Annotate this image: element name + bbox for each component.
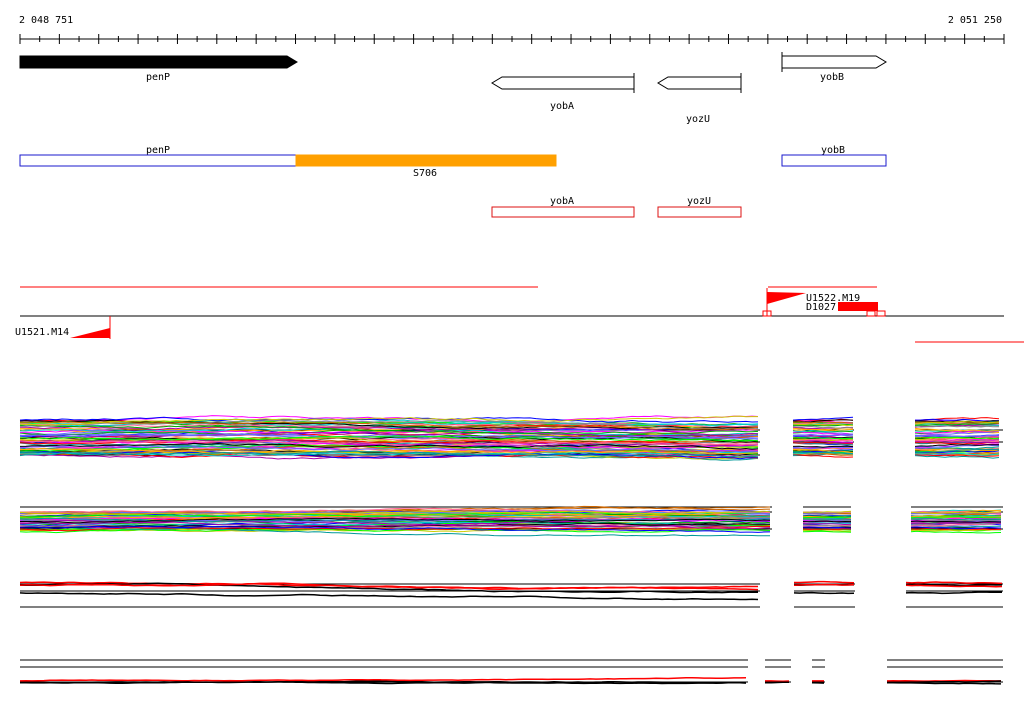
feature-yobA-box[interactable] [491, 206, 635, 218]
feature-yozU-label: yozU [687, 196, 711, 207]
gene-yobA-label: yobA [550, 101, 574, 112]
expression-profile-line [19, 510, 1002, 515]
expression-profile-line [19, 438, 1000, 447]
gene-yozU[interactable]: yozU [657, 73, 742, 125]
coordinate-ruler: 2 048 751 2 051 250 [19, 15, 1005, 44]
ruler-end-label: 2 051 250 [948, 15, 1002, 26]
marker-U1521-M14[interactable]: U1521.M14 [15, 316, 111, 339]
ruler-start-label: 2 048 751 [19, 15, 73, 26]
expression-track-2 [19, 505, 1003, 537]
expression-profile-line [19, 415, 1000, 427]
expression-profile-line [19, 591, 1002, 601]
marker-tick-box-3 [876, 310, 886, 317]
feature-yobB-box[interactable] [781, 154, 887, 167]
feature-yobB-label: yobB [821, 145, 845, 156]
marker-track: U1522.M19 D1027 U1521.M14 [15, 286, 1024, 343]
gene-yozU-arrow[interactable] [657, 76, 742, 90]
ruler-ticks [19, 34, 1005, 44]
gene-yobA[interactable]: yobA [491, 73, 635, 112]
expression-track-3 [19, 580, 1003, 608]
gene-yozU-label: yozU [686, 114, 710, 125]
expression-profile-line [19, 676, 1001, 682]
feature-penP-label: penP [146, 145, 170, 156]
expression-profile-line [19, 419, 999, 430]
feature-penP-box[interactable] [19, 154, 297, 167]
expression-profile-line [20, 517, 1002, 524]
expression-track-4 [19, 659, 1003, 685]
gene-yobB[interactable]: yobB [781, 52, 887, 83]
marker-tick-box-2 [866, 310, 876, 317]
expression-track-1 [19, 415, 1003, 461]
gene-yobB-label: yobB [820, 72, 844, 83]
feature-yobA-label: yobA [550, 196, 574, 207]
expression-profile-line [20, 435, 1000, 442]
marker-D1027[interactable]: D1027 [806, 302, 878, 313]
expression-profile-line [19, 528, 1002, 534]
expression-profile-line [19, 442, 999, 450]
expression-profile-line [19, 680, 1002, 685]
feature-yozU-box[interactable] [657, 206, 742, 218]
marker-U1521-M14-label: U1521.M14 [15, 327, 69, 338]
gene-penP-arrow[interactable] [19, 55, 298, 69]
gene-yobB-arrow[interactable] [781, 55, 887, 69]
feature-S706-label: S706 [413, 168, 437, 179]
expression-profile-line [19, 525, 1002, 533]
expression-profile-line [19, 582, 1003, 591]
gene-yobA-arrow[interactable] [491, 76, 635, 90]
marker-D1027-label: D1027 [806, 302, 836, 313]
gene-track: penP yobA yozU yobB [19, 52, 887, 125]
gene-penP[interactable]: penP [19, 55, 298, 83]
expression-profile-line [19, 448, 1000, 458]
marker-tick-box-1 [762, 310, 772, 317]
gene-penP-label: penP [146, 72, 170, 83]
feature-track: penP S706 yobB yobA yozU [19, 145, 887, 218]
feature-S706-box[interactable] [295, 154, 557, 167]
marker-U1522-M19-label: U1522.M19 [806, 293, 860, 304]
expression-profile-line [19, 517, 1002, 523]
